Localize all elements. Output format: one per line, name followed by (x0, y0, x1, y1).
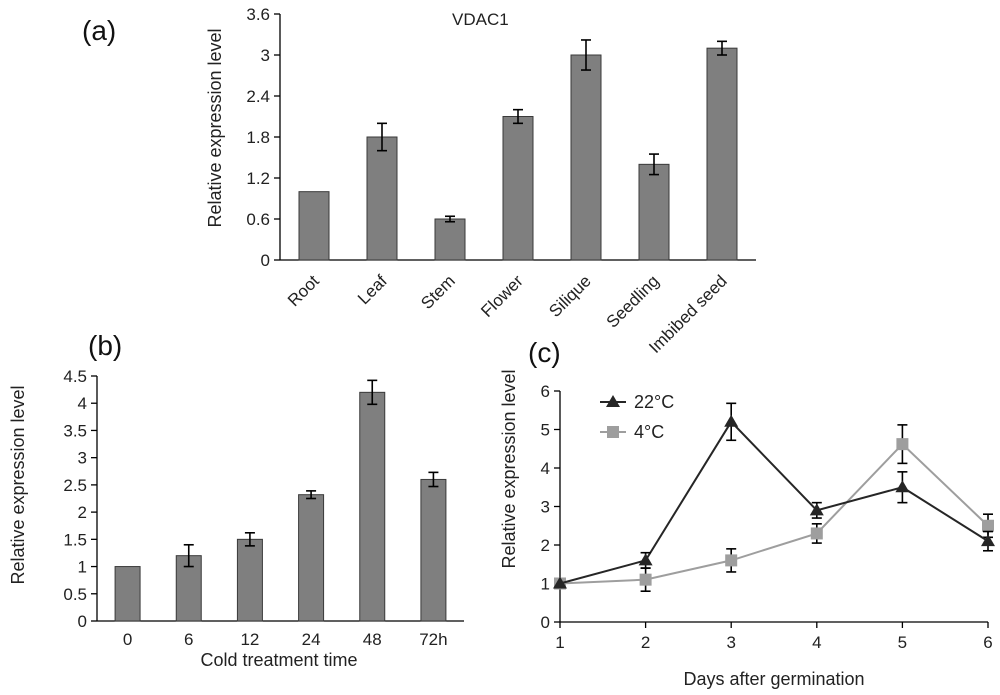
bar (236, 538, 263, 622)
bar-chart-b: 0 0.5 1 1.5 2 2.5 3 3.5 4 4.5 0 6 12 24 48 72h (63, 367, 464, 649)
y-tick-label: 3 (261, 46, 270, 65)
data-point-triangle (724, 414, 739, 427)
y-tick-label: 3.5 (63, 421, 87, 440)
y-tick-label: 1 (78, 558, 87, 577)
x-tick-label: 6 (983, 633, 992, 652)
bar (366, 136, 398, 261)
x-tick-label: 5 (898, 633, 907, 652)
y-tick-label: 1 (541, 575, 550, 594)
data-point-triangle (638, 553, 653, 566)
data-point-square (810, 527, 823, 540)
chart-title-a: VDAC1 (452, 10, 509, 29)
xlabel-b: Cold treatment time (200, 650, 357, 670)
bar (420, 478, 447, 622)
data-point-triangle (809, 503, 824, 516)
x-tick-label: Silique (545, 271, 595, 321)
y-tick-label: 5 (541, 421, 550, 440)
y-tick-label: 0.6 (246, 210, 270, 229)
y-tick-label: 1.8 (246, 128, 270, 147)
bar (638, 163, 670, 261)
y-tick-label: 1.2 (246, 169, 270, 188)
y-tick-label: 2 (78, 503, 87, 522)
data-point-square (982, 519, 994, 532)
y-tick-label: 2 (541, 536, 550, 555)
data-point-square (725, 554, 738, 567)
y-tick-label: 0.5 (63, 585, 87, 604)
data-point-triangle (553, 576, 567, 589)
panel-label-a: (a) (82, 15, 116, 46)
x-tick-label: 6 (184, 630, 193, 649)
y-tick-label: 4.5 (63, 367, 87, 386)
bar (434, 218, 466, 261)
ylabel-c: Relative expression level (499, 369, 519, 568)
x-tick-label: 1 (555, 633, 564, 652)
x-tick-label: Root (284, 271, 323, 310)
bar (359, 391, 386, 622)
bar (706, 47, 738, 261)
ylabel-a: Relative expression level (205, 28, 225, 227)
y-tick-label: 0 (78, 612, 87, 631)
y-tick-label: 0 (261, 251, 270, 270)
x-tick-label: 48 (363, 630, 382, 649)
y-tick-label: 2.4 (246, 87, 270, 106)
panel-label-b: (b) (88, 330, 122, 361)
xlabel-c: Days after germination (683, 669, 864, 689)
ylabel-b: Relative expression level (8, 385, 28, 584)
legend-label: 22°C (634, 392, 674, 412)
bar (570, 54, 602, 261)
y-tick-label: 3 (541, 498, 550, 517)
x-tick-label: Leaf (354, 271, 391, 308)
panel-label-c: (c) (528, 337, 561, 368)
legend-marker-square (607, 426, 619, 438)
x-tick-label: 4 (812, 633, 821, 652)
x-tick-label: 24 (302, 630, 321, 649)
x-tick-label: Stem (417, 271, 458, 312)
data-point-square (639, 573, 652, 586)
bar (298, 494, 325, 622)
y-tick-label: 3.6 (246, 5, 270, 24)
y-tick-label: 0 (541, 613, 550, 632)
y-tick-label: 4 (541, 459, 550, 478)
x-tick-label: 0 (123, 630, 132, 649)
legend-marker-triangle (606, 395, 620, 407)
x-tick-label: 3 (726, 633, 735, 652)
bar (502, 116, 534, 261)
x-tick-label: Seedling (603, 271, 663, 331)
series-line-4c (559, 442, 989, 585)
data-point-triangle (895, 480, 910, 493)
x-tick-label: 2 (641, 633, 650, 652)
x-tick-label: 72h (419, 630, 447, 649)
series-line-22c (559, 420, 989, 585)
y-tick-label: 2.5 (63, 476, 87, 495)
bar (298, 191, 330, 261)
y-tick-label: 3 (78, 449, 87, 468)
x-tick-label: 12 (240, 630, 259, 649)
data-point-square (896, 438, 909, 451)
y-tick-label: 4 (78, 394, 87, 413)
bar (114, 566, 141, 622)
bar-chart-a: 0 0.6 1.2 1.8 2.4 3 3.6 Root Leaf Stem Flower Siliq… (246, 5, 756, 357)
data-point-triangle (981, 534, 995, 547)
x-tick-label: Flower (477, 271, 527, 321)
y-tick-label: 1.5 (63, 530, 87, 549)
legend-label: 4°C (634, 422, 664, 442)
y-tick-label: 6 (541, 382, 550, 401)
